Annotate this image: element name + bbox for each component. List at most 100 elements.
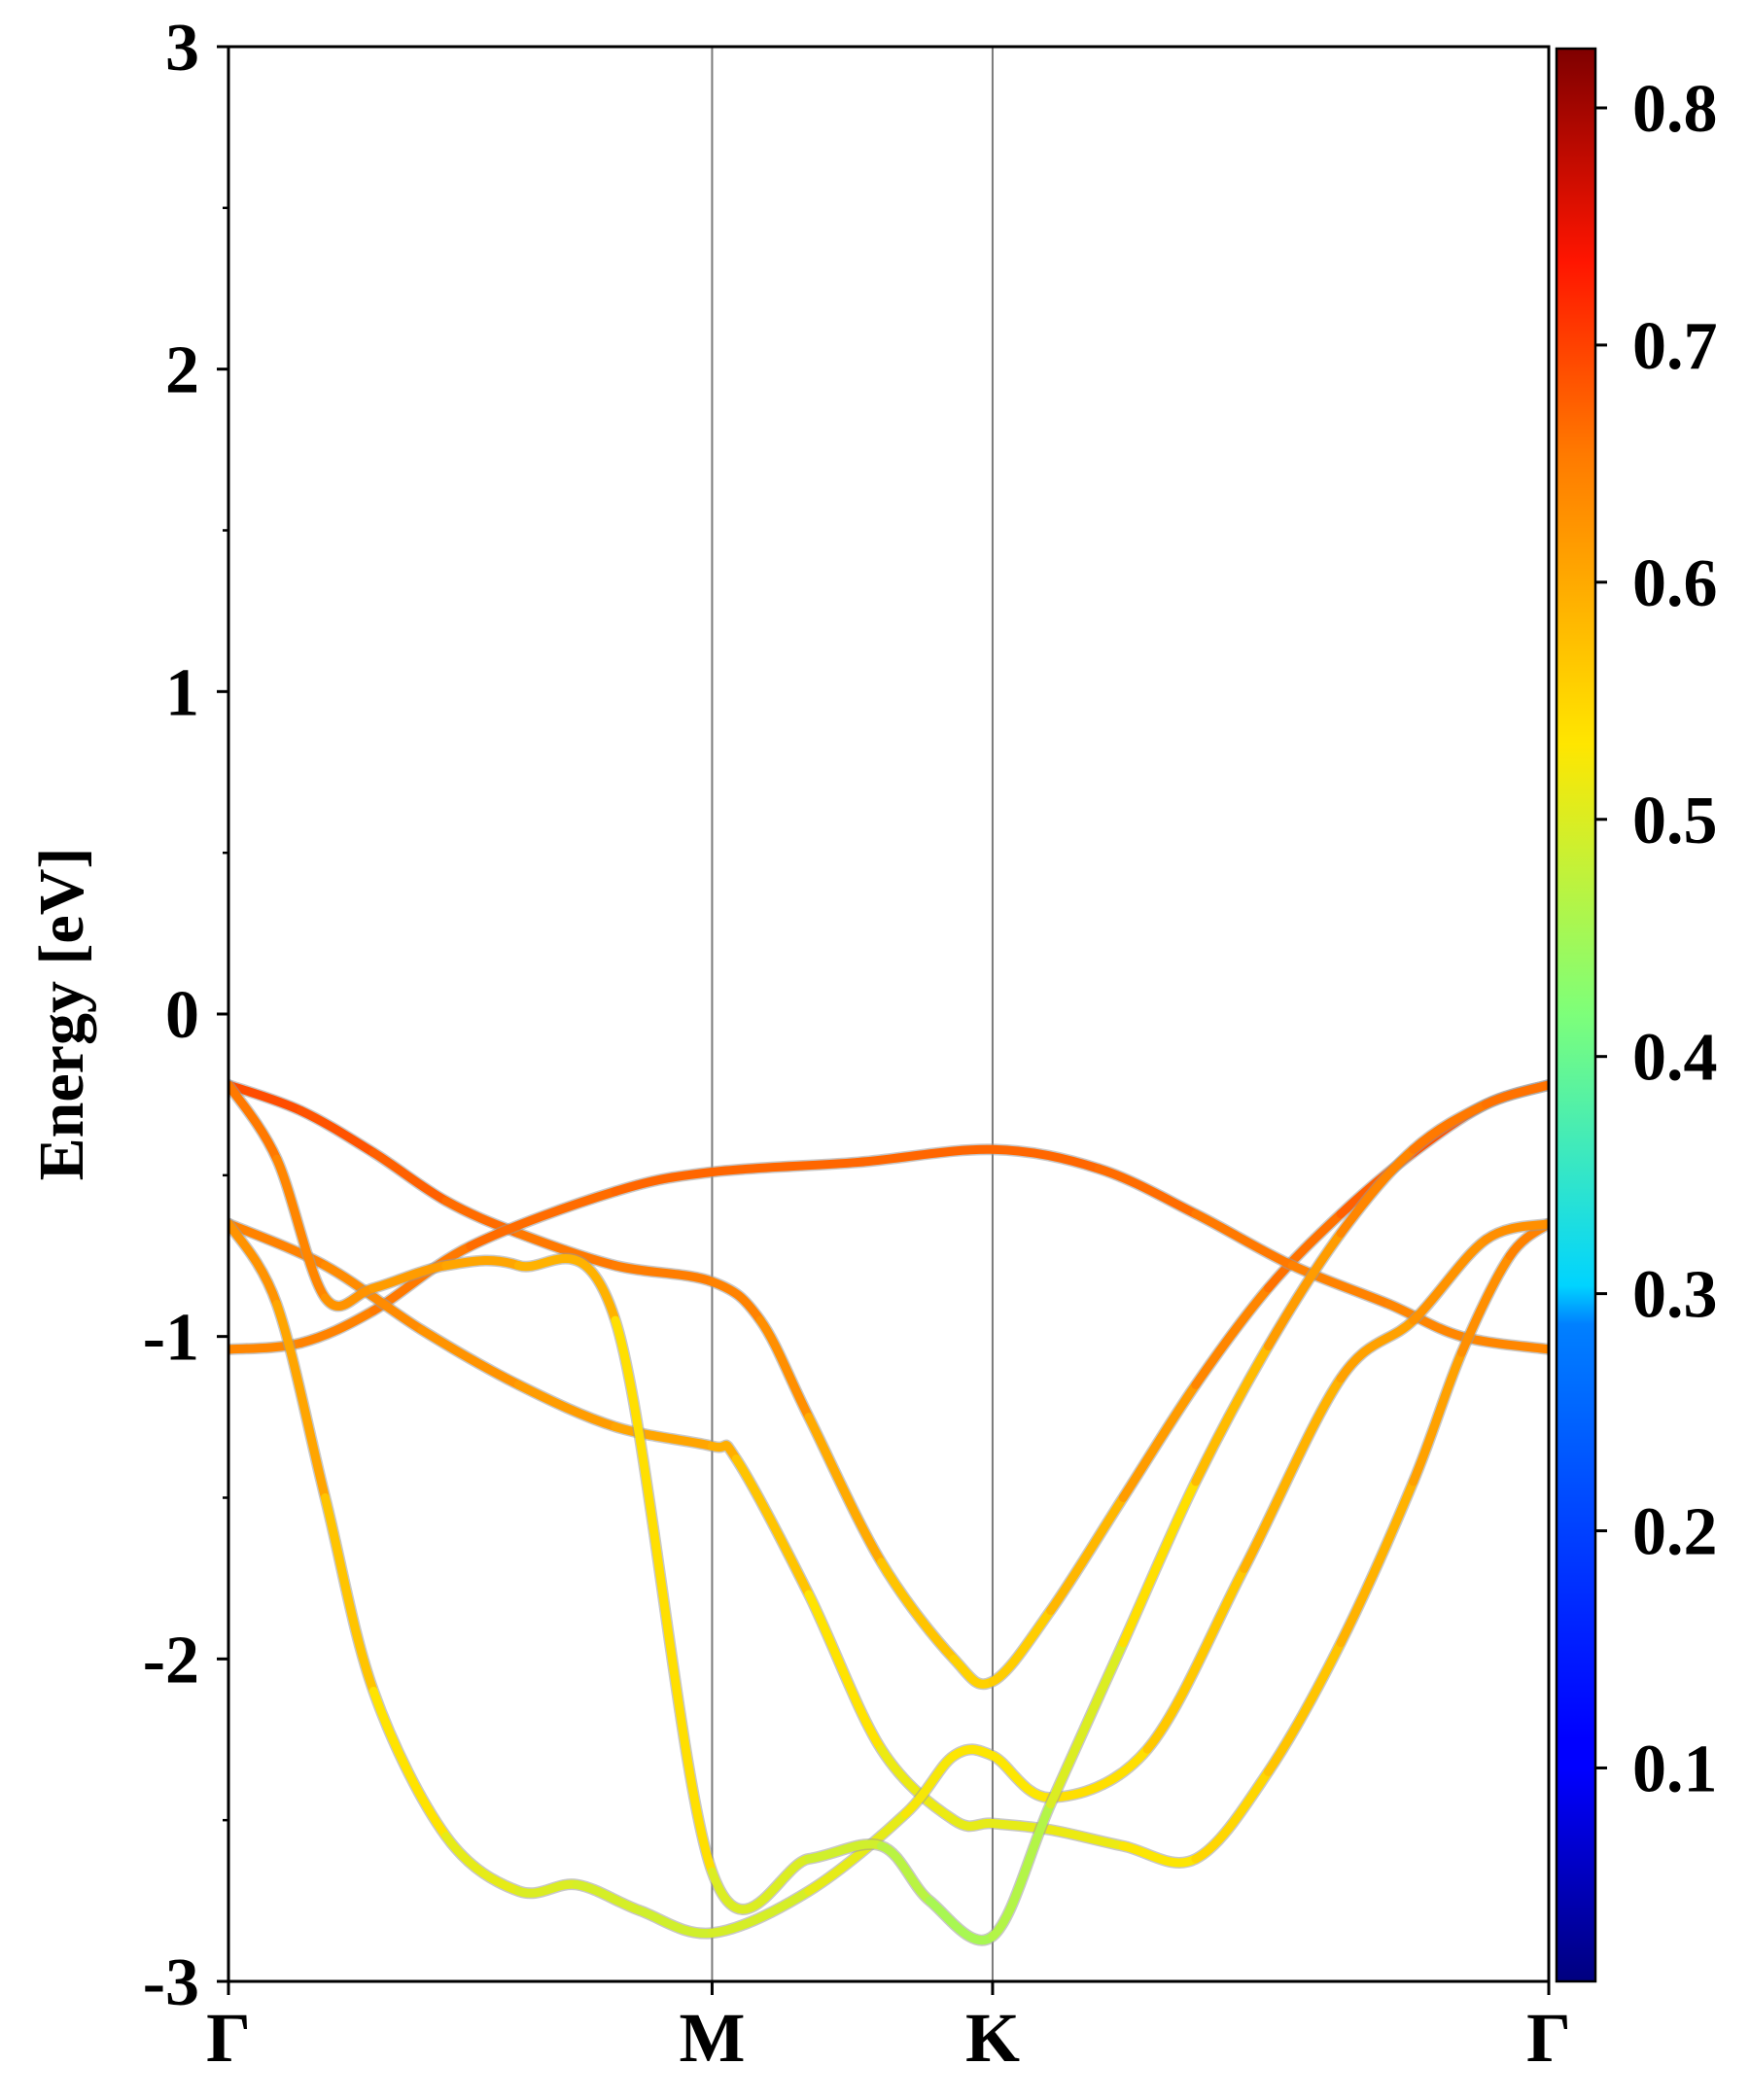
band-segment <box>707 1277 765 1325</box>
band-5 <box>228 1078 1549 1946</box>
band-segment <box>1263 1209 1346 1293</box>
band-segment <box>1240 1374 1346 1573</box>
band-segment <box>513 1254 620 1325</box>
x-tick-label: K <box>965 1999 1020 2077</box>
band-segment <box>1263 1229 1346 1351</box>
band-segment <box>1191 1283 1273 1389</box>
y-axis-label: Energy [eV] <box>26 848 97 1181</box>
band-segment <box>1191 1342 1273 1487</box>
colorbar-ticks: 0.1 0.2 0.3 0.4 0.5 0.6 0.7 0.8 <box>1595 72 1718 1806</box>
y-tick-label: -3 <box>143 1945 199 2020</box>
band-segment <box>755 1315 814 1422</box>
y-axis: -3 -2 -1 0 1 2 3 <box>143 11 228 2020</box>
band-segment <box>320 1283 378 1311</box>
band-segment <box>572 1880 645 1915</box>
band-segment <box>925 1896 998 1945</box>
band-segment <box>320 1261 427 1335</box>
band-segment <box>1142 1563 1249 1754</box>
band-segment <box>1191 1767 1273 1864</box>
band-segment <box>611 1422 717 1451</box>
y-tick-label: 1 <box>165 655 199 730</box>
kpoint-divider-lines <box>711 47 994 1981</box>
y-tick-label: 3 <box>165 11 199 86</box>
band-segment <box>297 1306 378 1348</box>
band-segment <box>466 1186 620 1251</box>
band-segment <box>988 1800 1056 1942</box>
colorbar-tick-label: 0.3 <box>1632 1258 1718 1333</box>
band-segment <box>513 1380 620 1432</box>
band-segment <box>513 1879 581 1898</box>
colorbar <box>1555 47 1597 1983</box>
band-segment <box>272 1154 330 1303</box>
band-segment <box>272 1300 330 1502</box>
band-segment <box>804 1839 887 1864</box>
band-segment <box>877 1558 959 1663</box>
colorbar-tick-label: 0.6 <box>1632 546 1718 621</box>
band-segment <box>368 1261 451 1293</box>
band-segment <box>877 1841 934 1906</box>
y-tick-label: -2 <box>143 1623 199 1698</box>
band-segment <box>1046 1638 1128 1809</box>
plot-background <box>228 47 1549 1981</box>
band-segment <box>707 1886 814 1938</box>
band-segment <box>1118 1841 1201 1868</box>
band-segment <box>228 1080 282 1164</box>
colorbar-tick-label: 0.5 <box>1632 784 1718 858</box>
y-tick-label: 0 <box>165 978 199 1053</box>
band-segment <box>320 1493 378 1696</box>
band-segment <box>1263 1638 1346 1776</box>
band-segment <box>1046 1825 1128 1851</box>
band-segment <box>988 1606 1056 1687</box>
band-segment <box>611 1261 717 1286</box>
band-lines <box>228 1078 1549 1946</box>
band-segment <box>804 1413 887 1567</box>
band-segment <box>804 1590 887 1754</box>
band-segment <box>1409 1100 1490 1154</box>
band-segment <box>1191 1209 1297 1271</box>
band-segment <box>707 1441 741 1464</box>
colorbar-tick-label: 0.4 <box>1632 1021 1718 1096</box>
band-segment <box>988 1751 1056 1802</box>
band-segment <box>804 1809 910 1896</box>
colorbar-tick-label: 0.1 <box>1632 1732 1718 1806</box>
band-segment <box>417 1325 523 1389</box>
band-1 <box>228 1078 1549 1691</box>
colorbar-tick-label: 0.2 <box>1632 1495 1718 1570</box>
band-2 <box>228 1143 1549 1355</box>
band-segment <box>1481 1080 1549 1109</box>
colorbar-tick-label: 0.7 <box>1632 309 1718 384</box>
band-segment <box>441 1832 523 1896</box>
x-tick-label: M <box>679 1999 745 2077</box>
colorbar-tick-label: 0.8 <box>1632 72 1718 147</box>
band-segment <box>707 1854 814 1914</box>
band-segment <box>297 1106 378 1158</box>
band-segment <box>611 1168 717 1196</box>
band-segment <box>1481 1219 1549 1244</box>
band-segment <box>1456 1251 1515 1357</box>
band-segment <box>611 1315 717 1876</box>
band-segment <box>1409 1348 1466 1487</box>
band-segment <box>988 1144 1103 1173</box>
band-segment <box>1046 1493 1128 1616</box>
band-segment <box>635 1906 717 1939</box>
band-segment <box>1094 1164 1201 1219</box>
band-segment <box>1409 1235 1490 1325</box>
band-segment <box>1336 1315 1418 1383</box>
band-segment <box>900 1751 959 1819</box>
band-segment <box>1384 1300 1466 1342</box>
band-segment <box>1336 1477 1418 1648</box>
band-segment <box>1336 1144 1418 1239</box>
band-segment <box>1287 1261 1394 1309</box>
y-tick-label: -1 <box>143 1301 199 1376</box>
band-segment <box>228 1219 282 1309</box>
band-segment <box>853 1144 998 1168</box>
band-segment <box>441 1256 523 1271</box>
band-segment <box>513 1229 620 1271</box>
y-tick-label: 2 <box>165 333 199 408</box>
band-segment <box>707 1158 862 1177</box>
band-segment <box>731 1454 814 1599</box>
band-segment <box>368 1687 451 1841</box>
band-segment <box>1118 1380 1201 1502</box>
